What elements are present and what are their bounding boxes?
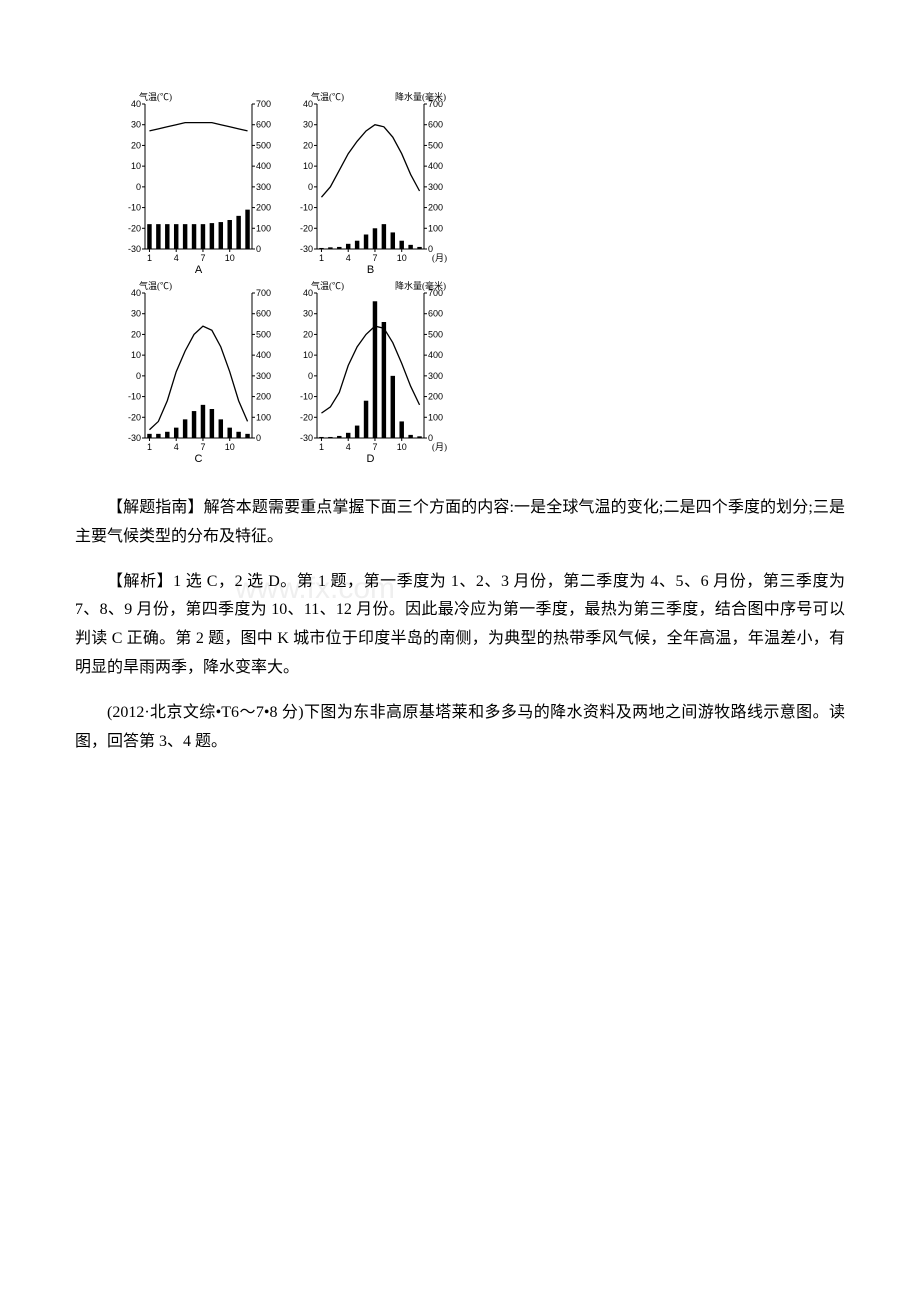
svg-text:10: 10: [303, 350, 313, 360]
svg-text:700: 700: [256, 288, 271, 298]
svg-text:500: 500: [256, 329, 271, 339]
svg-text:10: 10: [131, 161, 141, 171]
climate-chart-grid: -30-20-100102030400100200300400500600700…: [115, 90, 455, 464]
svg-text:0: 0: [136, 371, 141, 381]
explanation-guide: 【解题指南】解答本题需要重点掌握下面三个方面的内容:一是全球气温的变化;二是四个…: [75, 494, 845, 552]
svg-text:400: 400: [256, 161, 271, 171]
svg-text:20: 20: [131, 329, 141, 339]
svg-text:-20: -20: [128, 412, 141, 422]
svg-text:10: 10: [397, 253, 407, 263]
svg-text:-20: -20: [300, 412, 313, 422]
svg-text:7: 7: [200, 442, 205, 452]
svg-text:4: 4: [174, 253, 179, 263]
svg-text:0: 0: [308, 371, 313, 381]
svg-text:300: 300: [256, 182, 271, 192]
svg-text:7: 7: [200, 253, 205, 263]
climate-chart-d: -30-20-100102030400100200300400500600700…: [287, 279, 455, 464]
svg-text:4: 4: [346, 442, 351, 452]
svg-text:(月): (月): [432, 442, 447, 452]
svg-text:100: 100: [428, 223, 443, 233]
svg-text:-10: -10: [300, 392, 313, 402]
svg-text:-10: -10: [128, 392, 141, 402]
svg-text:0: 0: [256, 244, 261, 254]
svg-text:400: 400: [428, 161, 443, 171]
svg-text:气温(℃): 气温(℃): [139, 280, 172, 291]
climate-chart-b: -30-20-100102030400100200300400500600700…: [287, 90, 455, 275]
svg-text:气温(℃): 气温(℃): [139, 91, 172, 102]
svg-text:30: 30: [131, 309, 141, 319]
svg-text:400: 400: [256, 350, 271, 360]
svg-text:-10: -10: [128, 203, 141, 213]
svg-text:0: 0: [308, 182, 313, 192]
svg-text:0: 0: [136, 182, 141, 192]
svg-text:-30: -30: [128, 244, 141, 254]
svg-text:1: 1: [147, 442, 152, 452]
svg-text:600: 600: [256, 120, 271, 130]
svg-text:20: 20: [131, 140, 141, 150]
climate-chart-c: -30-20-100102030400100200300400500600700…: [115, 279, 283, 464]
svg-text:-10: -10: [300, 203, 313, 213]
svg-text:气温(℃): 气温(℃): [311, 91, 344, 102]
svg-text:20: 20: [303, 140, 313, 150]
svg-text:100: 100: [256, 223, 271, 233]
svg-text:600: 600: [428, 309, 443, 319]
svg-text:600: 600: [256, 309, 271, 319]
svg-text:-30: -30: [300, 433, 313, 443]
svg-text:500: 500: [428, 140, 443, 150]
svg-text:1: 1: [147, 253, 152, 263]
analysis-text: 【解析】1 选 C，2 选 D。第 1 题，第一季度为 1、2、3 月份，第二季…: [75, 568, 845, 683]
svg-text:降水量(毫米): 降水量(毫米): [395, 280, 446, 291]
svg-text:D: D: [367, 453, 375, 464]
svg-text:-30: -30: [128, 433, 141, 443]
svg-text:200: 200: [256, 203, 271, 213]
svg-text:B: B: [367, 264, 374, 275]
svg-text:700: 700: [256, 99, 271, 109]
svg-text:降水量(毫米): 降水量(毫米): [395, 91, 446, 102]
svg-text:100: 100: [428, 412, 443, 422]
svg-text:-20: -20: [300, 223, 313, 233]
svg-text:4: 4: [346, 253, 351, 263]
svg-text:-20: -20: [128, 223, 141, 233]
svg-text:-30: -30: [300, 244, 313, 254]
svg-text:10: 10: [303, 161, 313, 171]
climate-chart-a: -30-20-100102030400100200300400500600700…: [115, 90, 283, 275]
svg-text:A: A: [195, 264, 203, 275]
svg-text:600: 600: [428, 120, 443, 130]
svg-text:200: 200: [428, 392, 443, 402]
svg-text:1: 1: [319, 253, 324, 263]
svg-text:7: 7: [372, 253, 377, 263]
svg-text:100: 100: [256, 412, 271, 422]
svg-text:(月): (月): [432, 253, 447, 263]
svg-text:30: 30: [303, 309, 313, 319]
svg-text:20: 20: [303, 329, 313, 339]
svg-text:300: 300: [256, 371, 271, 381]
svg-text:200: 200: [256, 392, 271, 402]
svg-text:C: C: [195, 453, 203, 464]
question-intro: (2012·北京文综•T6～7•8 分)下图为东非高原基塔莱和多多马的降水资料及…: [75, 699, 845, 757]
svg-text:10: 10: [225, 253, 235, 263]
svg-text:1: 1: [319, 442, 324, 452]
svg-text:400: 400: [428, 350, 443, 360]
svg-text:4: 4: [174, 442, 179, 452]
svg-text:10: 10: [225, 442, 235, 452]
svg-text:10: 10: [397, 442, 407, 452]
svg-text:气温(℃): 气温(℃): [311, 280, 344, 291]
svg-text:30: 30: [303, 120, 313, 130]
svg-text:500: 500: [256, 140, 271, 150]
page-content: -30-20-100102030400100200300400500600700…: [75, 90, 845, 756]
svg-text:500: 500: [428, 329, 443, 339]
svg-text:0: 0: [256, 433, 261, 443]
svg-text:7: 7: [372, 442, 377, 452]
svg-text:300: 300: [428, 182, 443, 192]
svg-text:30: 30: [131, 120, 141, 130]
svg-text:200: 200: [428, 203, 443, 213]
svg-text:300: 300: [428, 371, 443, 381]
svg-text:10: 10: [131, 350, 141, 360]
